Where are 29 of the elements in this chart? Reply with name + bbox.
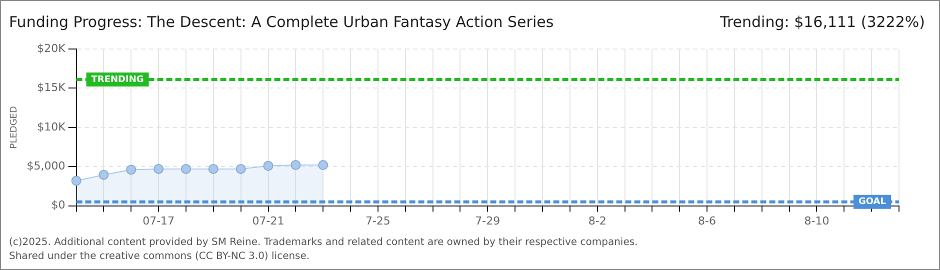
point — [154, 164, 164, 174]
y-tick-label: $10K — [37, 120, 66, 134]
point — [208, 164, 218, 174]
point — [126, 164, 136, 175]
ref-line-label: GOAL — [858, 197, 886, 208]
y-tick-label: $5,000 — [26, 159, 66, 172]
x-tick-label: 7-25 — [365, 214, 390, 228]
y-tick-label: $15K — [37, 81, 66, 94]
point — [180, 164, 191, 174]
text: Shared under the creative commons (CC BY-NC 3.0) license. — [9, 251, 310, 262]
x-tick-label: 8-10 — [804, 214, 830, 228]
x-tick-label: 7-29 — [475, 214, 500, 228]
chart-title: Funding Progress: The Descent: A Complete Urban Fantasy Action Series — [9, 13, 554, 31]
point — [318, 160, 328, 170]
x-tick-label: 8-2 — [588, 214, 606, 228]
y-tick-label: $20K — [37, 42, 66, 55]
text: (c)2025. Additional content provided by SM Reine. Trademarks and related content are owned by their respective companies. — [9, 237, 638, 248]
point — [263, 160, 274, 171]
ref-line-label: TRENDING — [91, 74, 144, 85]
x-tick-label: 07-17 — [142, 214, 175, 228]
point — [98, 170, 109, 180]
y-axis-title: PLEDGED — [10, 106, 20, 149]
point — [236, 164, 246, 174]
x-tick-label: 8-6 — [698, 214, 716, 228]
y-tick-label: $0 — [51, 198, 66, 212]
text: Trending: $16,111 (3222%) — [720, 13, 925, 31]
point — [71, 176, 82, 186]
point — [290, 160, 301, 170]
x-tick-label: 07-21 — [252, 214, 284, 228]
